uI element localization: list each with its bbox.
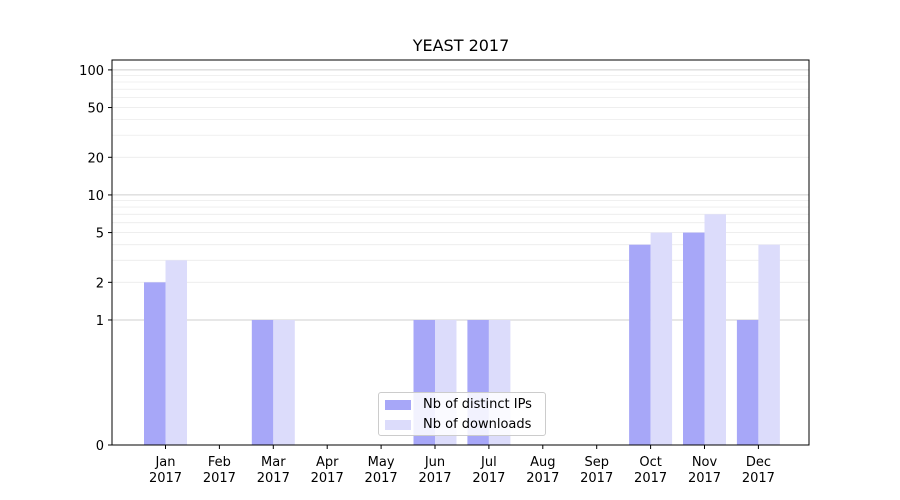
bar-ips [736,319,759,445]
legend-swatch-ips [385,399,411,410]
y-tick-label: 10 [87,189,104,204]
x-tick-label: Nov 2017 [688,455,721,486]
legend: Nb of distinct IPs Nb of downloads [378,392,546,436]
x-tick-label: Apr 2017 [311,455,344,486]
x-tick-label: Dec 2017 [742,455,775,486]
x-tick-label: Oct 2017 [634,455,667,486]
y-tick-label: 0 [96,439,104,454]
x-tick-label: Jan 2017 [149,455,182,486]
grid-lines [112,69,809,321]
legend-label-downloads: Nb of downloads [423,417,532,432]
y-tick-label: 1 [96,314,104,329]
bar-ips [683,232,705,445]
x-tick-label: Jul 2017 [472,455,505,486]
bar-downloads [165,260,187,445]
x-tick-label: Aug 2017 [526,455,559,486]
bar-downloads [273,319,295,445]
y-tick-label: 5 [96,227,104,242]
bar-downloads [758,244,780,445]
bar-ips [629,244,651,445]
x-tick-label: Mar 2017 [257,455,290,486]
legend-item-ips: Nb of distinct IPs [385,397,532,412]
chart-title: YEAST 2017 [412,36,510,55]
plot-frame [111,59,810,446]
legend-swatch-downloads [385,419,411,430]
legend-label-ips: Nb of distinct IPs [423,397,532,412]
bar-downloads [650,232,673,445]
x-tick-label: Jun 2017 [418,455,451,486]
bar-ips [251,319,274,445]
x-tick-label: May 2017 [365,455,398,486]
x-tick-label: Sep 2017 [580,455,613,486]
bar-ips [144,282,166,445]
y-axis: 0 1 2 5 10 20 50 100 [79,64,112,454]
y-tick-label: 20 [87,151,104,166]
bar-downloads [704,214,726,445]
legend-item-downloads: Nb of downloads [385,417,531,432]
y-tick-label: 2 [96,276,104,291]
x-tick-label: Feb 2017 [203,455,236,486]
x-axis: Jan 2017 Feb 2017 Mar 2017 Apr 2017 May 2017 Jun 20… [149,445,775,486]
y-tick-label: 50 [87,102,104,117]
y-tick-label: 100 [79,64,104,79]
